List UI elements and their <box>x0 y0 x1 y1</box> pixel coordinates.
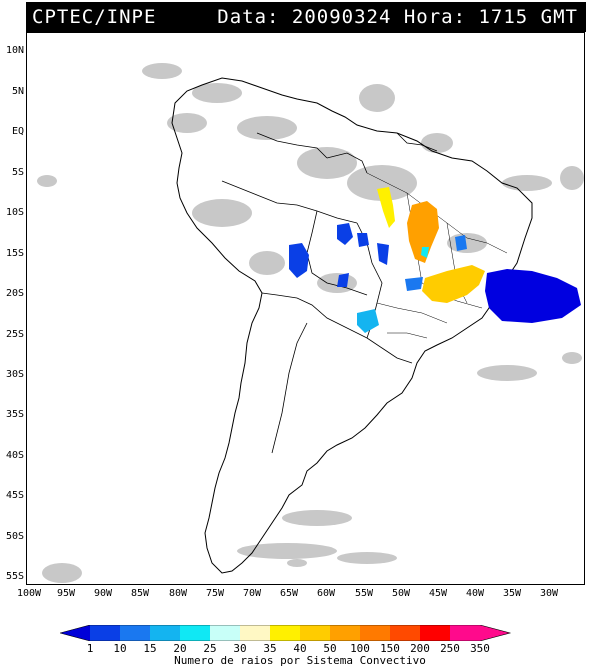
lon-label: 95W <box>56 588 76 599</box>
title-source: CPTEC/INPE <box>32 6 157 28</box>
color-bar-label: 350 <box>470 642 490 655</box>
color-bar-label: 200 <box>410 642 430 655</box>
color-bar-label: 1 <box>86 642 94 655</box>
color-bar-segment <box>300 625 330 641</box>
lat-label: 10S <box>5 207 24 218</box>
color-bar-label: 50 <box>323 642 337 655</box>
lon-label: 100W <box>16 588 42 599</box>
lat-label: 50S <box>5 531 24 542</box>
color-bar-segment <box>270 625 300 641</box>
lon-label: 45W <box>428 588 448 599</box>
color-bar-segment <box>210 625 240 641</box>
lon-label: 60W <box>316 588 336 599</box>
lat-label: 5S <box>11 167 24 178</box>
color-bar-label: 250 <box>440 642 460 655</box>
title-datetime: Data: 20090324 Hora: 1715 GMT <box>217 6 578 28</box>
color-bar-segment <box>120 625 150 641</box>
color-bar-label: 10 <box>113 642 127 655</box>
color-bar-label: 35 <box>263 642 277 655</box>
map-frame <box>26 32 585 585</box>
lat-label: 40S <box>5 450 24 461</box>
color-bar-segment <box>420 625 450 641</box>
color-bar-label: 40 <box>293 642 307 655</box>
convective-systems <box>289 187 581 333</box>
lon-label: 65W <box>279 588 299 599</box>
color-bar-label: 25 <box>203 642 217 655</box>
color-bar-label: 30 <box>233 642 247 655</box>
lat-label: EQ <box>11 126 24 137</box>
color-bar-segment <box>60 625 90 641</box>
lat-label: 10N <box>5 45 24 56</box>
lat-label: 30S <box>5 369 24 380</box>
lon-label: 40W <box>465 588 485 599</box>
lat-label: 55S <box>5 571 24 582</box>
lon-label: 90W <box>93 588 113 599</box>
color-bar-label: 20 <box>173 642 187 655</box>
lat-label: 45S <box>5 490 24 501</box>
map-canvas <box>37 63 584 583</box>
color-bar-label: 100 <box>350 642 370 655</box>
lat-label: 35S <box>5 409 24 420</box>
color-bar-segment <box>390 625 420 641</box>
color-bar-label: 15 <box>143 642 157 655</box>
color-bar <box>60 625 512 641</box>
color-bar-segment <box>240 625 270 641</box>
color-bar-label: 150 <box>380 642 400 655</box>
color-bar-segment <box>180 625 210 641</box>
lon-label: 35W <box>502 588 522 599</box>
country-borders <box>221 132 438 454</box>
lon-label: 80W <box>168 588 188 599</box>
lat-label: 5N <box>11 86 24 97</box>
lon-label: 50W <box>391 588 411 599</box>
lon-label: 55W <box>354 588 374 599</box>
color-bar-segment <box>360 625 390 641</box>
color-bar-caption: Numero de raios por Sistema Convectivo <box>174 654 426 667</box>
color-bar-segment <box>450 625 510 641</box>
color-bar-segment <box>90 625 120 641</box>
lon-label: 70W <box>242 588 262 599</box>
lon-label: 85W <box>130 588 150 599</box>
lat-label: 20S <box>5 288 24 299</box>
color-bar-segment <box>150 625 180 641</box>
lat-label: 25S <box>5 329 24 340</box>
title-bar: CPTEC/INPE Data: 20090324 Hora: 1715 GMT <box>26 2 586 32</box>
lat-label: 15S <box>5 248 24 259</box>
lon-label: 30W <box>539 588 559 599</box>
coastline <box>171 77 533 574</box>
color-bar-segment <box>330 625 360 641</box>
lon-label: 75W <box>205 588 225 599</box>
cloud-cover <box>37 63 584 583</box>
